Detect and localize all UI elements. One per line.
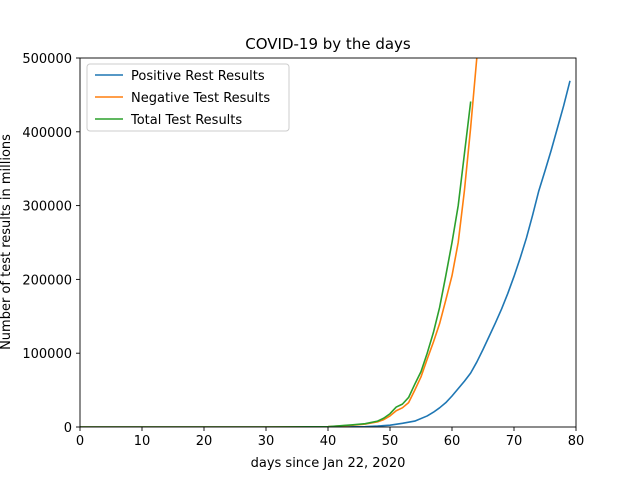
x-tick-label: 40 [320,434,337,449]
x-tick-label: 50 [382,434,399,449]
legend-label: Positive Rest Results [131,69,265,84]
y-tick-label: 200000 [22,273,72,288]
y-tick-label: 300000 [22,200,72,215]
legend-box [86,63,290,132]
y-tick-label: 400000 [22,126,72,141]
axes-layer: 0 10 20 30 40 50 60 70 80 0 100000 200000 300000 4000… [22,52,584,449]
legend: Positive Rest Results Negative Test Resul… [86,63,290,132]
y-axis-label: Number of test results in millions [0,134,14,350]
legend-label: Negative Test Results [131,91,270,106]
y-tick-label: 0 [64,421,72,436]
chart-title: COVID-19 by the days [245,35,411,53]
x-tick-label: 0 [76,434,84,449]
x-tick-label: 60 [444,434,461,449]
x-tick-label: 20 [196,434,213,449]
x-tick-label: 10 [134,434,151,449]
y-tick-label: 100000 [22,347,72,362]
x-axis-label: days since Jan 22, 2020 [251,456,406,471]
x-tick-label: 70 [506,434,523,449]
y-tick-label: 500000 [22,52,72,67]
legend-label: Total Test Results [130,113,242,128]
x-tick-label: 30 [258,434,275,449]
x-tick-label: 80 [568,434,585,449]
